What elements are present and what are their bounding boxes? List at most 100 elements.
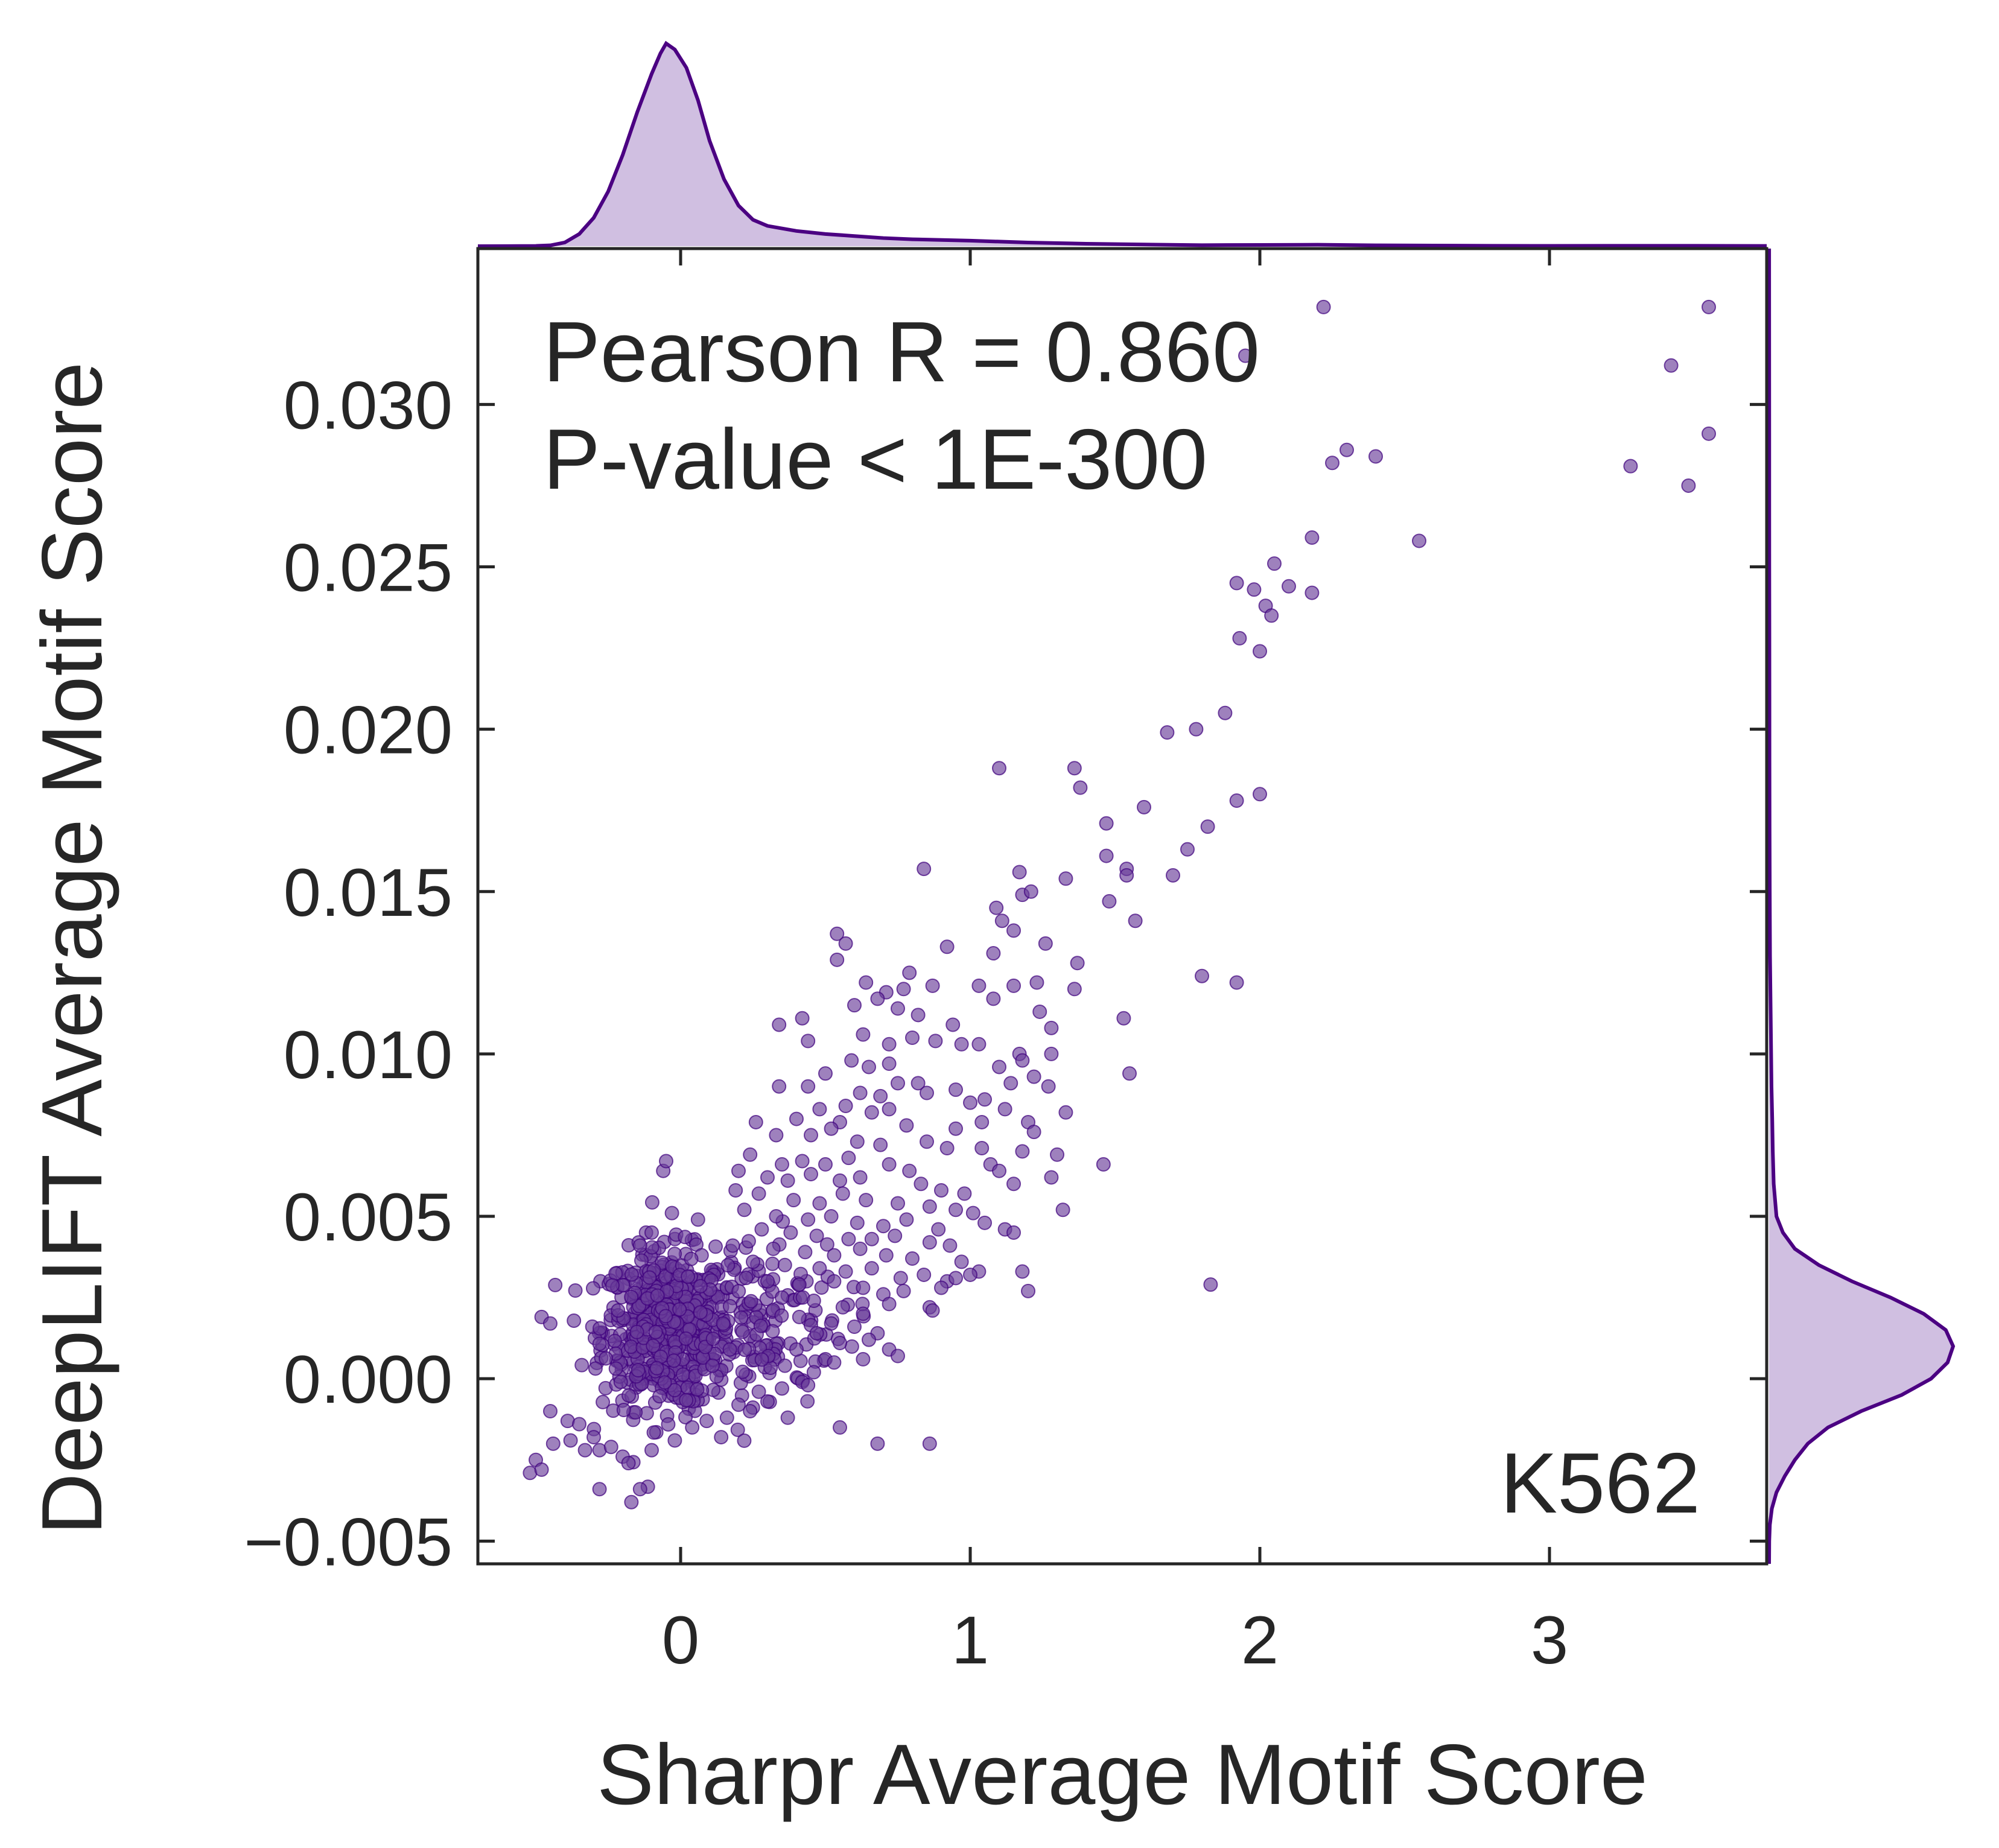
scatter-point [853, 1085, 868, 1100]
scatter-point [945, 1017, 961, 1032]
scatter-point [777, 1358, 792, 1373]
scatter-point [1203, 1277, 1218, 1292]
scatter-point [844, 1339, 859, 1354]
scatter-point [853, 1241, 868, 1256]
scatter-point [1041, 1079, 1056, 1094]
scatter-point [737, 1202, 752, 1218]
scatter-point [905, 1251, 920, 1266]
scatter-point [765, 1324, 780, 1339]
y-tick-label: 0.020 [284, 693, 453, 768]
scatter-point [835, 1300, 850, 1315]
scatter-point [760, 1274, 775, 1289]
scatter-point [642, 1270, 657, 1285]
y-tick-label: 0.000 [284, 1342, 453, 1417]
scatter-point [1247, 582, 1262, 597]
scatter-point [870, 1436, 885, 1451]
scatter-point [783, 1225, 798, 1240]
scatter-point [939, 1141, 955, 1156]
scatter-point [743, 1404, 758, 1419]
scatter-point [882, 1037, 897, 1052]
scatter-point [1073, 780, 1088, 795]
scatter-point [1015, 1264, 1030, 1279]
scatter-point [596, 1394, 611, 1409]
scatter-point [1096, 1157, 1111, 1172]
scatter-point [992, 1163, 1006, 1178]
scatter-point [891, 1348, 905, 1364]
scatter-point [1044, 1020, 1059, 1035]
scatter-point [899, 1212, 914, 1227]
scatter-point [735, 1324, 750, 1339]
scatter-point [593, 1321, 608, 1336]
scatter-point [1128, 913, 1143, 929]
scatter-point [766, 1241, 781, 1256]
scatter-point [772, 1017, 787, 1032]
scatter-point [741, 1234, 756, 1249]
scatter-point [939, 939, 955, 954]
scatter-point [925, 1303, 940, 1318]
scatter-point [954, 1037, 969, 1052]
scatter-point [543, 1404, 558, 1419]
scatter-point [1006, 923, 1021, 938]
scatter-point [905, 1030, 920, 1045]
scatter-point [925, 978, 940, 993]
scatter-point [864, 1105, 879, 1120]
scatter-point [1232, 630, 1247, 646]
scatter-point [775, 1381, 789, 1396]
scatter-point [644, 1195, 659, 1210]
scatter-point [737, 1342, 752, 1357]
scatter-point [775, 1290, 789, 1305]
scatter-point [800, 1394, 815, 1409]
scatter-point [838, 1264, 853, 1279]
scatter-point [1055, 1202, 1070, 1218]
scatter-point [607, 1333, 622, 1348]
scatter-point [769, 1209, 784, 1224]
scatter-point [568, 1283, 583, 1298]
scatter-point [708, 1239, 723, 1254]
scatter-point [608, 1266, 623, 1281]
scatter-point [1015, 1144, 1030, 1159]
scatter-point [714, 1430, 729, 1445]
scatter-point [716, 1316, 731, 1331]
scatter-point [725, 1238, 740, 1253]
scatter-point [1623, 459, 1638, 474]
scatter-point [644, 1443, 659, 1458]
scatter-point [949, 1082, 963, 1097]
scatter-point [1044, 1170, 1059, 1185]
scatter-point [644, 1225, 659, 1240]
scatter-point [684, 1251, 699, 1266]
scatter-point [774, 1308, 789, 1323]
scatter-point [833, 1335, 847, 1350]
scatter-point [1160, 725, 1175, 740]
scatter-point [789, 1342, 804, 1357]
scatter-point [631, 1363, 646, 1378]
scatter-point [646, 1425, 661, 1440]
x-tick-label: 0 [662, 1602, 699, 1678]
cell-line-label: K562 [1500, 1435, 1700, 1531]
scatter-point [1325, 456, 1340, 471]
scatter-point [862, 1332, 876, 1347]
scatter-point [949, 1202, 963, 1218]
scatter-point [592, 1336, 607, 1351]
scatter-point [650, 1288, 665, 1303]
scatter-point [986, 946, 1001, 961]
scatter-point [1116, 1011, 1131, 1026]
scatter-point [1102, 894, 1117, 909]
y-tick-label: 0.025 [284, 530, 453, 606]
scatter-point [1044, 1046, 1059, 1061]
scatter-point [1702, 299, 1716, 314]
scatter-point [1412, 533, 1426, 548]
scatter-point [974, 1141, 990, 1156]
scatter-point [693, 1278, 708, 1294]
right-marginal-kde [1767, 248, 1956, 1564]
y-axis-ticks: −0.005 0.000 0.005 0.010 0.015 0.020 0.025 0.03… [244, 367, 1767, 1580]
scatter-point [1026, 1125, 1041, 1140]
scatter-point [920, 1085, 934, 1100]
scatter-point [1026, 1069, 1041, 1084]
scatter-point [789, 1111, 804, 1126]
scatter-point [672, 1302, 687, 1317]
scatter-point [879, 1248, 894, 1263]
scatter-point [841, 1151, 856, 1166]
scatter-point [949, 1121, 963, 1136]
scatter-point [827, 1274, 842, 1289]
scatter-point [833, 1420, 847, 1435]
